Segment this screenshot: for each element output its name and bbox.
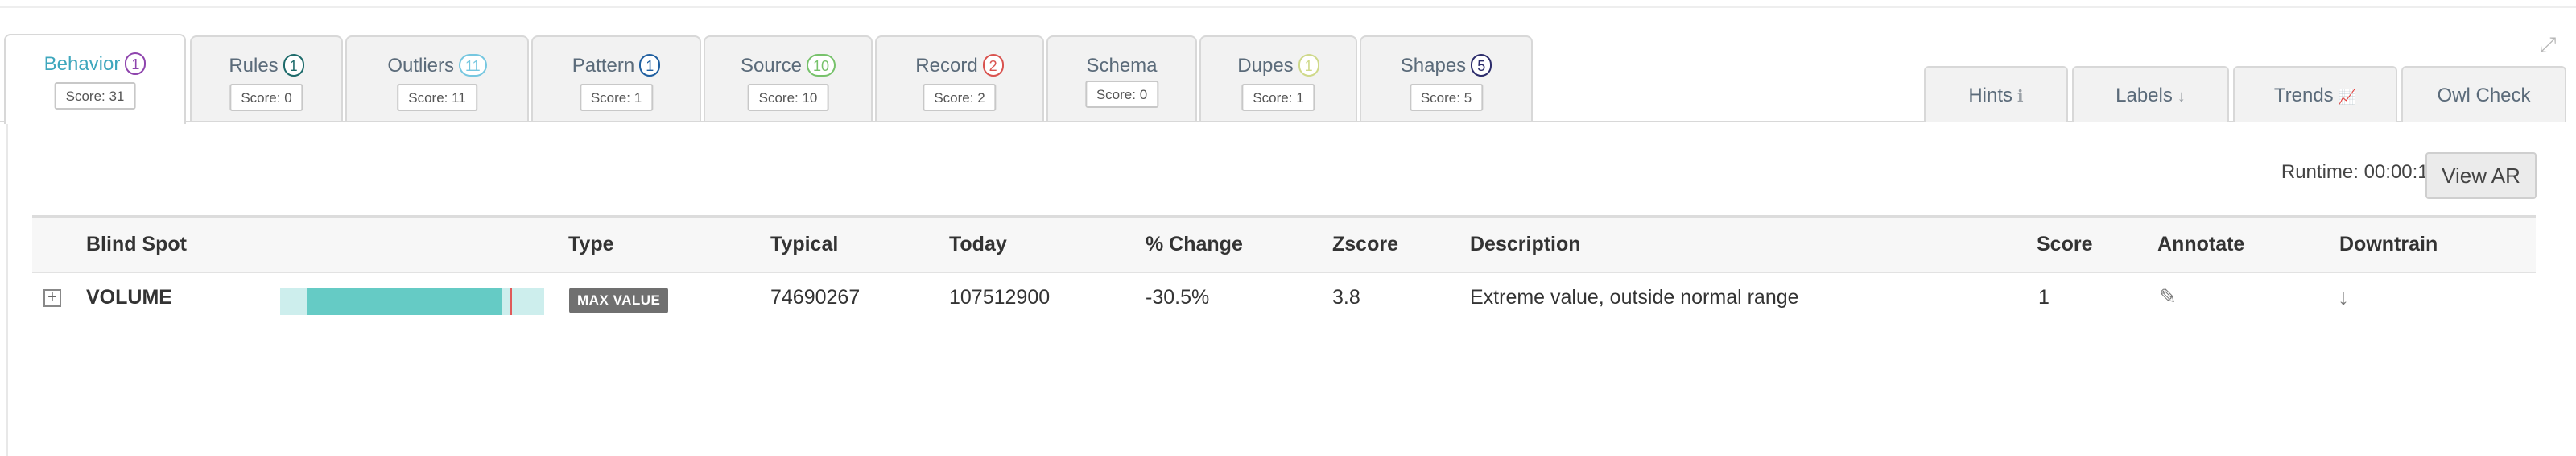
left-border (6, 122, 8, 456)
blind-spot-table: Blind Spot Type Typical Today % Change Z… (32, 215, 2536, 326)
info-circle-icon: ℹ (2017, 88, 2024, 106)
arrow-down-icon: ↓ (2177, 88, 2186, 106)
tab-label: Shapes (1400, 55, 1467, 77)
arrow-down-icon[interactable]: ↓ (2338, 284, 2349, 309)
tab-behavior[interactable]: Behavior 1 Score: 31 (4, 34, 186, 124)
top-divider (0, 6, 2576, 8)
tab-shapes[interactable]: Shapes 5 Score: 5 (1360, 35, 1533, 121)
tab-trends[interactable]: Trends 📈 (2233, 66, 2397, 122)
tab-count-badge: 1 (639, 53, 661, 77)
cell-score: 1 (2038, 286, 2050, 309)
header-today[interactable]: Today (949, 233, 1007, 255)
tab-rules[interactable]: Rules 1 Score: 0 (190, 35, 343, 121)
tab-count-badge: 2 (982, 53, 1004, 77)
tab-label: Labels (2116, 85, 2173, 106)
header-annotate[interactable]: Annotate (2157, 233, 2245, 255)
tab-count-badge: 1 (283, 53, 304, 77)
tab-label: Owl Check (2437, 85, 2531, 106)
cell-description: Extreme value, outside normal range (1470, 286, 1799, 309)
tab-score: Score: 10 (747, 84, 829, 111)
header-typical[interactable]: Typical (770, 233, 839, 255)
header-description[interactable]: Description (1470, 233, 1581, 255)
tab-label: Schema (1086, 55, 1158, 77)
line-chart-icon: 📈 (2338, 89, 2357, 105)
cell-typical: 74690267 (770, 286, 861, 309)
tab-label: Source (740, 55, 802, 77)
header-pct-change[interactable]: % Change (1146, 233, 1243, 255)
tab-count-badge: 1 (1298, 53, 1319, 77)
cell-blind-spot: VOLUME (86, 286, 172, 309)
cell-zscore: 3.8 (1332, 286, 1360, 309)
type-badge: MAX VALUE (569, 288, 669, 313)
tab-count-badge: 10 (807, 53, 836, 77)
tab-score: Score: 2 (923, 84, 997, 111)
header-downtrain[interactable]: Downtrain (2339, 233, 2438, 255)
tab-labels[interactable]: Labels ↓ (2072, 66, 2229, 122)
expand-icon[interactable]: ⤢ (2539, 32, 2557, 56)
range-bar (280, 288, 544, 315)
tab-count-badge: 1 (125, 52, 147, 75)
tab-hints[interactable]: Hints ℹ (1924, 66, 2068, 122)
tab-label: Hints (1968, 85, 2013, 106)
tab-record[interactable]: Record 2 Score: 2 (875, 35, 1044, 121)
tab-label: Rules (229, 55, 279, 77)
tab-pattern[interactable]: Pattern 1 Score: 1 (531, 35, 701, 121)
tab-outliers[interactable]: Outliers 11 Score: 11 (345, 35, 529, 121)
tab-baseline-left (0, 121, 6, 122)
header-type[interactable]: Type (568, 233, 614, 255)
tab-label: Trends (2273, 85, 2334, 106)
tab-score: Score: 31 (54, 82, 136, 110)
tab-score: Score: 0 (229, 84, 303, 111)
header-score[interactable]: Score (2037, 233, 2093, 255)
tab-schema[interactable]: Schema Score: 0 (1046, 35, 1197, 121)
tab-count-badge: 11 (459, 53, 487, 77)
tab-label: Record (915, 55, 978, 77)
tab-count-badge: 5 (1471, 53, 1492, 77)
table-header: Blind Spot Type Typical Today % Change Z… (32, 215, 2536, 273)
tab-score: Score: 0 (1084, 81, 1159, 108)
tab-score: Score: 1 (1241, 84, 1315, 111)
range-bar-fill (306, 288, 502, 315)
table-row: + VOLUME MAX VALUE 74690267 107512900 -3… (32, 273, 2536, 326)
expand-row-icon[interactable]: + (43, 289, 61, 307)
view-ar-button[interactable]: View AR (2425, 152, 2537, 199)
tab-score: Score: 11 (397, 84, 477, 111)
tab-label: Pattern (572, 55, 635, 77)
tab-baseline (184, 121, 2566, 122)
runtime-label: Runtime: 00:00:17 (2281, 161, 2439, 183)
range-bar-marker (510, 288, 513, 315)
tab-owl-check[interactable]: Owl Check (2401, 66, 2566, 122)
header-zscore[interactable]: Zscore (1332, 233, 1398, 255)
tab-label: Behavior (43, 53, 121, 75)
tab-dupes[interactable]: Dupes 1 Score: 1 (1199, 35, 1357, 121)
tab-label: Outliers (387, 55, 454, 77)
header-blind-spot[interactable]: Blind Spot (86, 233, 187, 255)
tab-score: Score: 1 (579, 84, 654, 111)
pencil-icon[interactable]: ✎ (2159, 284, 2177, 309)
tab-label: Dupes (1237, 55, 1294, 77)
cell-today: 107512900 (949, 286, 1051, 309)
tab-source[interactable]: Source 10 Score: 10 (704, 35, 873, 121)
tab-score: Score: 5 (1409, 84, 1484, 111)
cell-pct-change: -30.5% (1146, 286, 1210, 309)
